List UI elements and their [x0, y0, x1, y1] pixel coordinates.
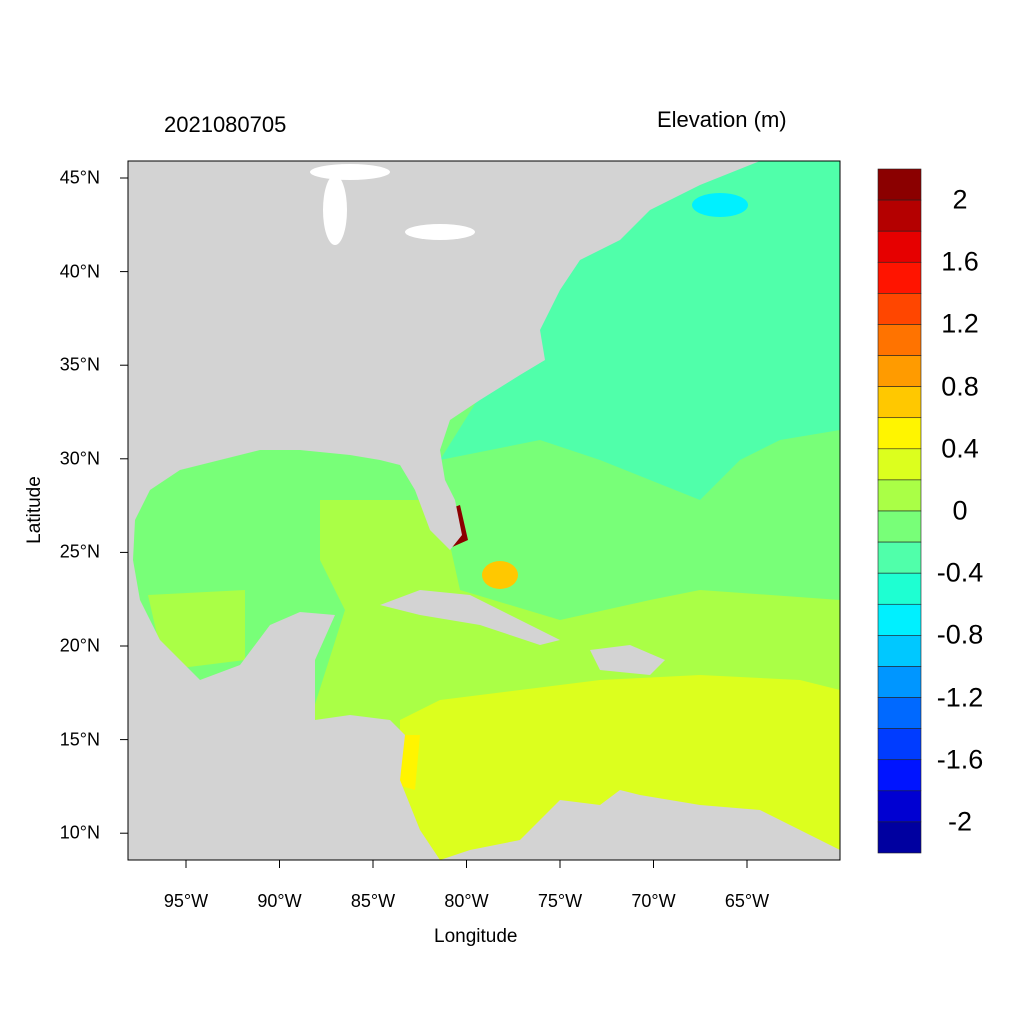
colorbar-swatch [877, 168, 922, 201]
x-tick-label: 90°W [257, 891, 302, 911]
colorbar-swatch [877, 448, 922, 481]
gulf-of-maine-depression [692, 193, 748, 217]
bahamas-surge [482, 561, 518, 589]
x-tick-label: 80°W [444, 891, 489, 911]
colorbar-swatch [877, 790, 922, 823]
x-axis-label: Longitude [434, 926, 518, 947]
colorbar-swatch [877, 541, 922, 574]
south-america-land [440, 790, 840, 860]
gulf-southwest-region [148, 590, 245, 670]
y-tick-label: 45°N [59, 167, 100, 188]
colorbar-swatch [877, 199, 922, 232]
plot-frame [127, 160, 841, 861]
colorbar-swatch [877, 759, 922, 792]
colorbar-swatch [877, 821, 922, 854]
cuba-land [380, 590, 560, 645]
colorbar-label: 2 [952, 184, 968, 215]
colorbar-label: 0.4 [941, 433, 979, 464]
colorbar-swatch [877, 572, 922, 605]
colorbar-swatch [877, 479, 922, 512]
colorbar-label: -2 [947, 806, 973, 837]
x-tick-label: 70°W [631, 891, 676, 911]
lake-erie [405, 224, 475, 240]
colorbar-label: 0.8 [941, 371, 979, 402]
colorbar-swatch [877, 386, 922, 419]
colorbar-swatch [877, 603, 922, 636]
variable-title: Elevation (m) [657, 107, 787, 132]
lake-superior [310, 164, 390, 180]
y-tick-label: 20°N [59, 635, 100, 656]
colorbar-label: 1.2 [941, 308, 979, 339]
plot-date-title: 2021080705 [164, 112, 287, 137]
colorbar-swatch [877, 728, 922, 761]
colorbar-swatch [877, 635, 922, 667]
y-axis-label: Latitude [24, 476, 45, 544]
colorbar-label: -1.2 [936, 682, 984, 713]
y-tick-label: 10°N [59, 822, 100, 843]
y-tick-label: 35°N [59, 354, 100, 375]
x-tick-label: 75°W [537, 891, 583, 911]
map-panel [128, 161, 840, 860]
colorbar-label: 0 [952, 495, 968, 526]
colorbar [877, 168, 922, 854]
hispaniola-land [590, 645, 665, 675]
lake-michigan [323, 175, 347, 245]
colorbar-swatch [877, 417, 922, 450]
y-tick-label: 25°N [59, 541, 100, 562]
y-tick-label: 30°N [59, 448, 100, 469]
colorbar-swatch [877, 230, 922, 263]
colorbar-swatch [877, 293, 922, 325]
colorbar-label: -0.4 [936, 557, 984, 588]
colorbar-swatch [877, 697, 922, 729]
north-atlantic-region [440, 161, 840, 500]
colorbar-label: -1.6 [936, 744, 984, 775]
y-tick-label: 15°N [59, 729, 100, 750]
colorbar-label: -0.8 [936, 619, 984, 650]
colorbar-swatch [877, 261, 922, 294]
x-tick-label: 65°W [724, 891, 770, 911]
x-tick-label: 95°W [163, 891, 209, 911]
colorbar-label: 1.6 [941, 246, 979, 277]
colorbar-swatch [877, 510, 922, 543]
colorbar-swatch [877, 355, 922, 387]
north-america-land [128, 161, 760, 860]
colorbar-swatch [877, 324, 922, 356]
y-tick-label: 40°N [59, 261, 100, 282]
x-tick-label: 85°W [350, 891, 396, 911]
coastal-surge-region [398, 735, 420, 790]
axis-ticks [120, 177, 748, 868]
colorbar-swatch [877, 666, 922, 698]
